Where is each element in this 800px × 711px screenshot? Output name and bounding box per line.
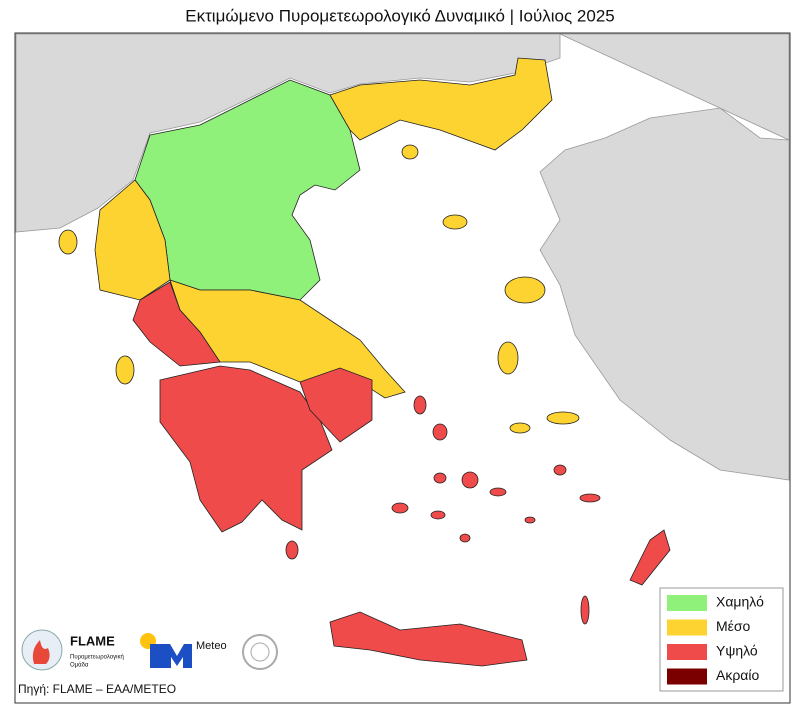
emblem-logo: [250, 642, 270, 662]
legend-label: Χαμηλό: [716, 594, 764, 610]
island: [115, 355, 135, 385]
island: [461, 471, 479, 489]
legend-swatch: [667, 595, 707, 611]
logo-text: FLAME: [70, 633, 115, 648]
island: [509, 422, 531, 434]
legend-label: Μέσο: [716, 618, 751, 634]
island: [433, 472, 447, 484]
region: [299, 367, 373, 443]
emblem-logo: [242, 634, 278, 670]
island: [553, 464, 567, 476]
island: [430, 510, 446, 520]
legend-swatch: [667, 668, 707, 685]
legend-swatch: [667, 619, 707, 636]
island: [285, 540, 299, 560]
logo-text: Meteo: [196, 640, 227, 652]
island: [442, 214, 468, 230]
legend-items: Χαμηλό Μέσο Υψηλό Ακραίο: [667, 594, 764, 685]
island: [459, 533, 471, 543]
legend: Χαμηλό Μέσο Υψηλό Ακραίο: [659, 587, 784, 692]
island: [504, 276, 546, 304]
region: [329, 57, 553, 151]
logo-subtitle: Ομάδα: [70, 662, 89, 669]
neighbor-land: [539, 33, 790, 481]
island: [58, 229, 78, 255]
region: [629, 529, 671, 586]
island: [391, 502, 409, 514]
island: [489, 487, 507, 497]
source-text: Πηγή: FLAME – ΕΑΑ/METEO: [18, 682, 176, 696]
region: [132, 281, 221, 367]
legend-label: Υψηλό: [716, 643, 758, 659]
island: [432, 423, 448, 441]
island: [579, 493, 601, 503]
region: [329, 611, 528, 667]
island: [413, 395, 427, 415]
region: [159, 365, 333, 533]
legend-label: Ακραίο: [716, 667, 760, 683]
island: [546, 411, 580, 425]
logos: FLAME Πυρομετεωρολογική Ομάδα Meteo Πηγή…: [18, 629, 278, 696]
logo-subtitle: Πυρομετεωρολογική: [70, 654, 124, 661]
island: [580, 595, 590, 625]
legend-swatch: [667, 644, 707, 660]
island: [401, 144, 419, 160]
map-title: Εκτιμώμενο Πυρομετεωρολογικό Δυναμικό | …: [185, 6, 615, 25]
flame-icon: [32, 640, 50, 664]
meteo-logo: [150, 644, 192, 668]
map: [15, 33, 790, 667]
island: [497, 341, 519, 375]
island: [524, 516, 536, 524]
